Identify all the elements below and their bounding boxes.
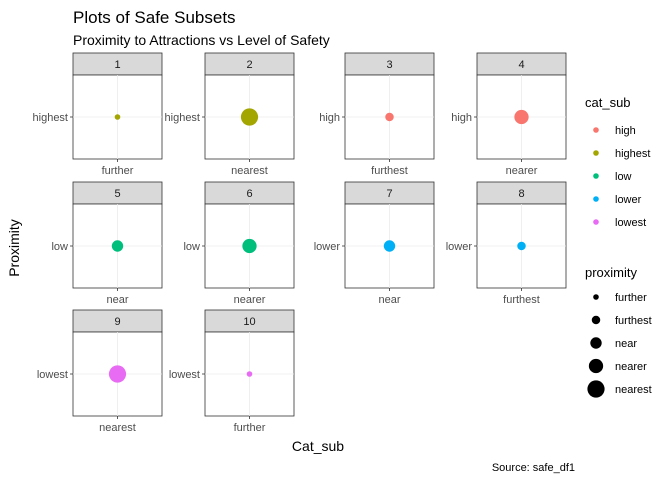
size-legend-key bbox=[587, 380, 605, 398]
facet-strip-label: 7 bbox=[386, 188, 392, 200]
data-point bbox=[108, 365, 127, 383]
size-legend-label: near bbox=[615, 338, 637, 350]
facet-strip-label: 9 bbox=[114, 316, 120, 328]
x-tick-label: nearest bbox=[231, 165, 268, 177]
facet-panel: 3 furthest high bbox=[319, 52, 435, 177]
facet-panel: 5 near low bbox=[51, 181, 163, 306]
x-axis-title: Cat_sub bbox=[292, 438, 344, 454]
data-point bbox=[385, 112, 394, 122]
color-legend-key bbox=[593, 150, 599, 156]
chart-subtitle: Proximity to Attractions vs Level of Saf… bbox=[73, 32, 330, 48]
color-legend-key bbox=[593, 219, 599, 225]
x-tick-label: furthest bbox=[371, 165, 408, 177]
y-tick-label: high bbox=[319, 112, 340, 124]
facet-strip-label: 8 bbox=[518, 188, 524, 200]
y-tick-label: lower bbox=[446, 241, 473, 253]
y-tick-label: low bbox=[51, 241, 68, 253]
x-tick-label: furthest bbox=[503, 294, 540, 306]
size-legend-key bbox=[591, 315, 601, 325]
color-legend-title: cat_sub bbox=[585, 95, 631, 110]
x-tick-label: nearer bbox=[234, 294, 266, 306]
x-tick-label: further bbox=[234, 422, 266, 434]
facet-panel: 2 nearest highest bbox=[165, 52, 295, 177]
y-tick-label: lowest bbox=[169, 369, 200, 381]
facet-strip-label: 5 bbox=[114, 188, 120, 200]
facet-panel: 7 near lower bbox=[314, 181, 435, 306]
x-tick-label: further bbox=[102, 165, 134, 177]
x-tick-label: near bbox=[378, 294, 400, 306]
x-tick-label: near bbox=[106, 294, 128, 306]
chart-title: Plots of Safe Subsets bbox=[73, 8, 236, 27]
color-legend-key bbox=[593, 173, 599, 179]
facet-strip-label: 4 bbox=[518, 59, 524, 71]
facet-panel: 9 nearest lowest bbox=[37, 309, 163, 434]
color-legend-key bbox=[593, 196, 599, 202]
x-tick-label: nearest bbox=[99, 422, 136, 434]
data-point bbox=[240, 108, 259, 126]
facet-strip-label: 6 bbox=[246, 188, 252, 200]
data-point bbox=[111, 240, 124, 252]
size-legend-label: nearest bbox=[615, 384, 652, 396]
facet-strip-label: 2 bbox=[246, 59, 252, 71]
size-legend-key bbox=[588, 358, 604, 374]
color-legend-label: high bbox=[615, 125, 636, 137]
data-point bbox=[246, 371, 253, 377]
data-point bbox=[242, 238, 257, 254]
facet-panel: 6 nearer low bbox=[183, 181, 295, 306]
y-tick-label: highest bbox=[33, 112, 68, 124]
facet-panel: 10 further lowest bbox=[169, 309, 295, 434]
y-tick-label: lowest bbox=[37, 369, 68, 381]
x-tick-label: nearer bbox=[506, 165, 538, 177]
size-legend: proximity further furthest near nearer neare… bbox=[585, 265, 652, 398]
y-tick-label: low bbox=[183, 241, 200, 253]
y-tick-label: high bbox=[451, 112, 472, 124]
size-legend-title: proximity bbox=[585, 265, 638, 280]
facet-strip-label: 10 bbox=[243, 316, 255, 328]
size-legend-label: nearer bbox=[615, 361, 647, 373]
chart-caption: Source: safe_df1 bbox=[492, 462, 575, 474]
facet-strip-label: 1 bbox=[114, 59, 120, 71]
data-point bbox=[514, 109, 529, 125]
facet-panel: 8 furthest lower bbox=[446, 181, 567, 306]
color-legend-label: lower bbox=[615, 194, 642, 206]
y-tick-label: lower bbox=[314, 241, 341, 253]
color-legend-label: highest bbox=[615, 148, 650, 160]
facet-panel: 1 further highest bbox=[33, 52, 163, 177]
y-tick-label: highest bbox=[165, 112, 200, 124]
color-legend-label: lowest bbox=[615, 217, 646, 229]
facet-strip-label: 3 bbox=[386, 59, 392, 71]
size-legend-label: further bbox=[615, 292, 647, 304]
color-legend: cat_sub high highest low lower lowest bbox=[585, 95, 650, 229]
color-legend-key bbox=[593, 127, 599, 133]
facet-panel: 4 nearer high bbox=[451, 52, 567, 177]
facet-panels: 1 further highest 2 nearest highest 3 furthest h… bbox=[33, 52, 567, 434]
color-legend-label: low bbox=[615, 171, 632, 183]
data-point bbox=[383, 240, 396, 252]
data-point bbox=[114, 114, 121, 120]
size-legend-label: furthest bbox=[615, 315, 652, 327]
size-legend-key bbox=[593, 294, 599, 300]
size-legend-key bbox=[590, 337, 602, 349]
y-axis-title: Proximity bbox=[6, 219, 22, 277]
data-point bbox=[517, 241, 526, 251]
